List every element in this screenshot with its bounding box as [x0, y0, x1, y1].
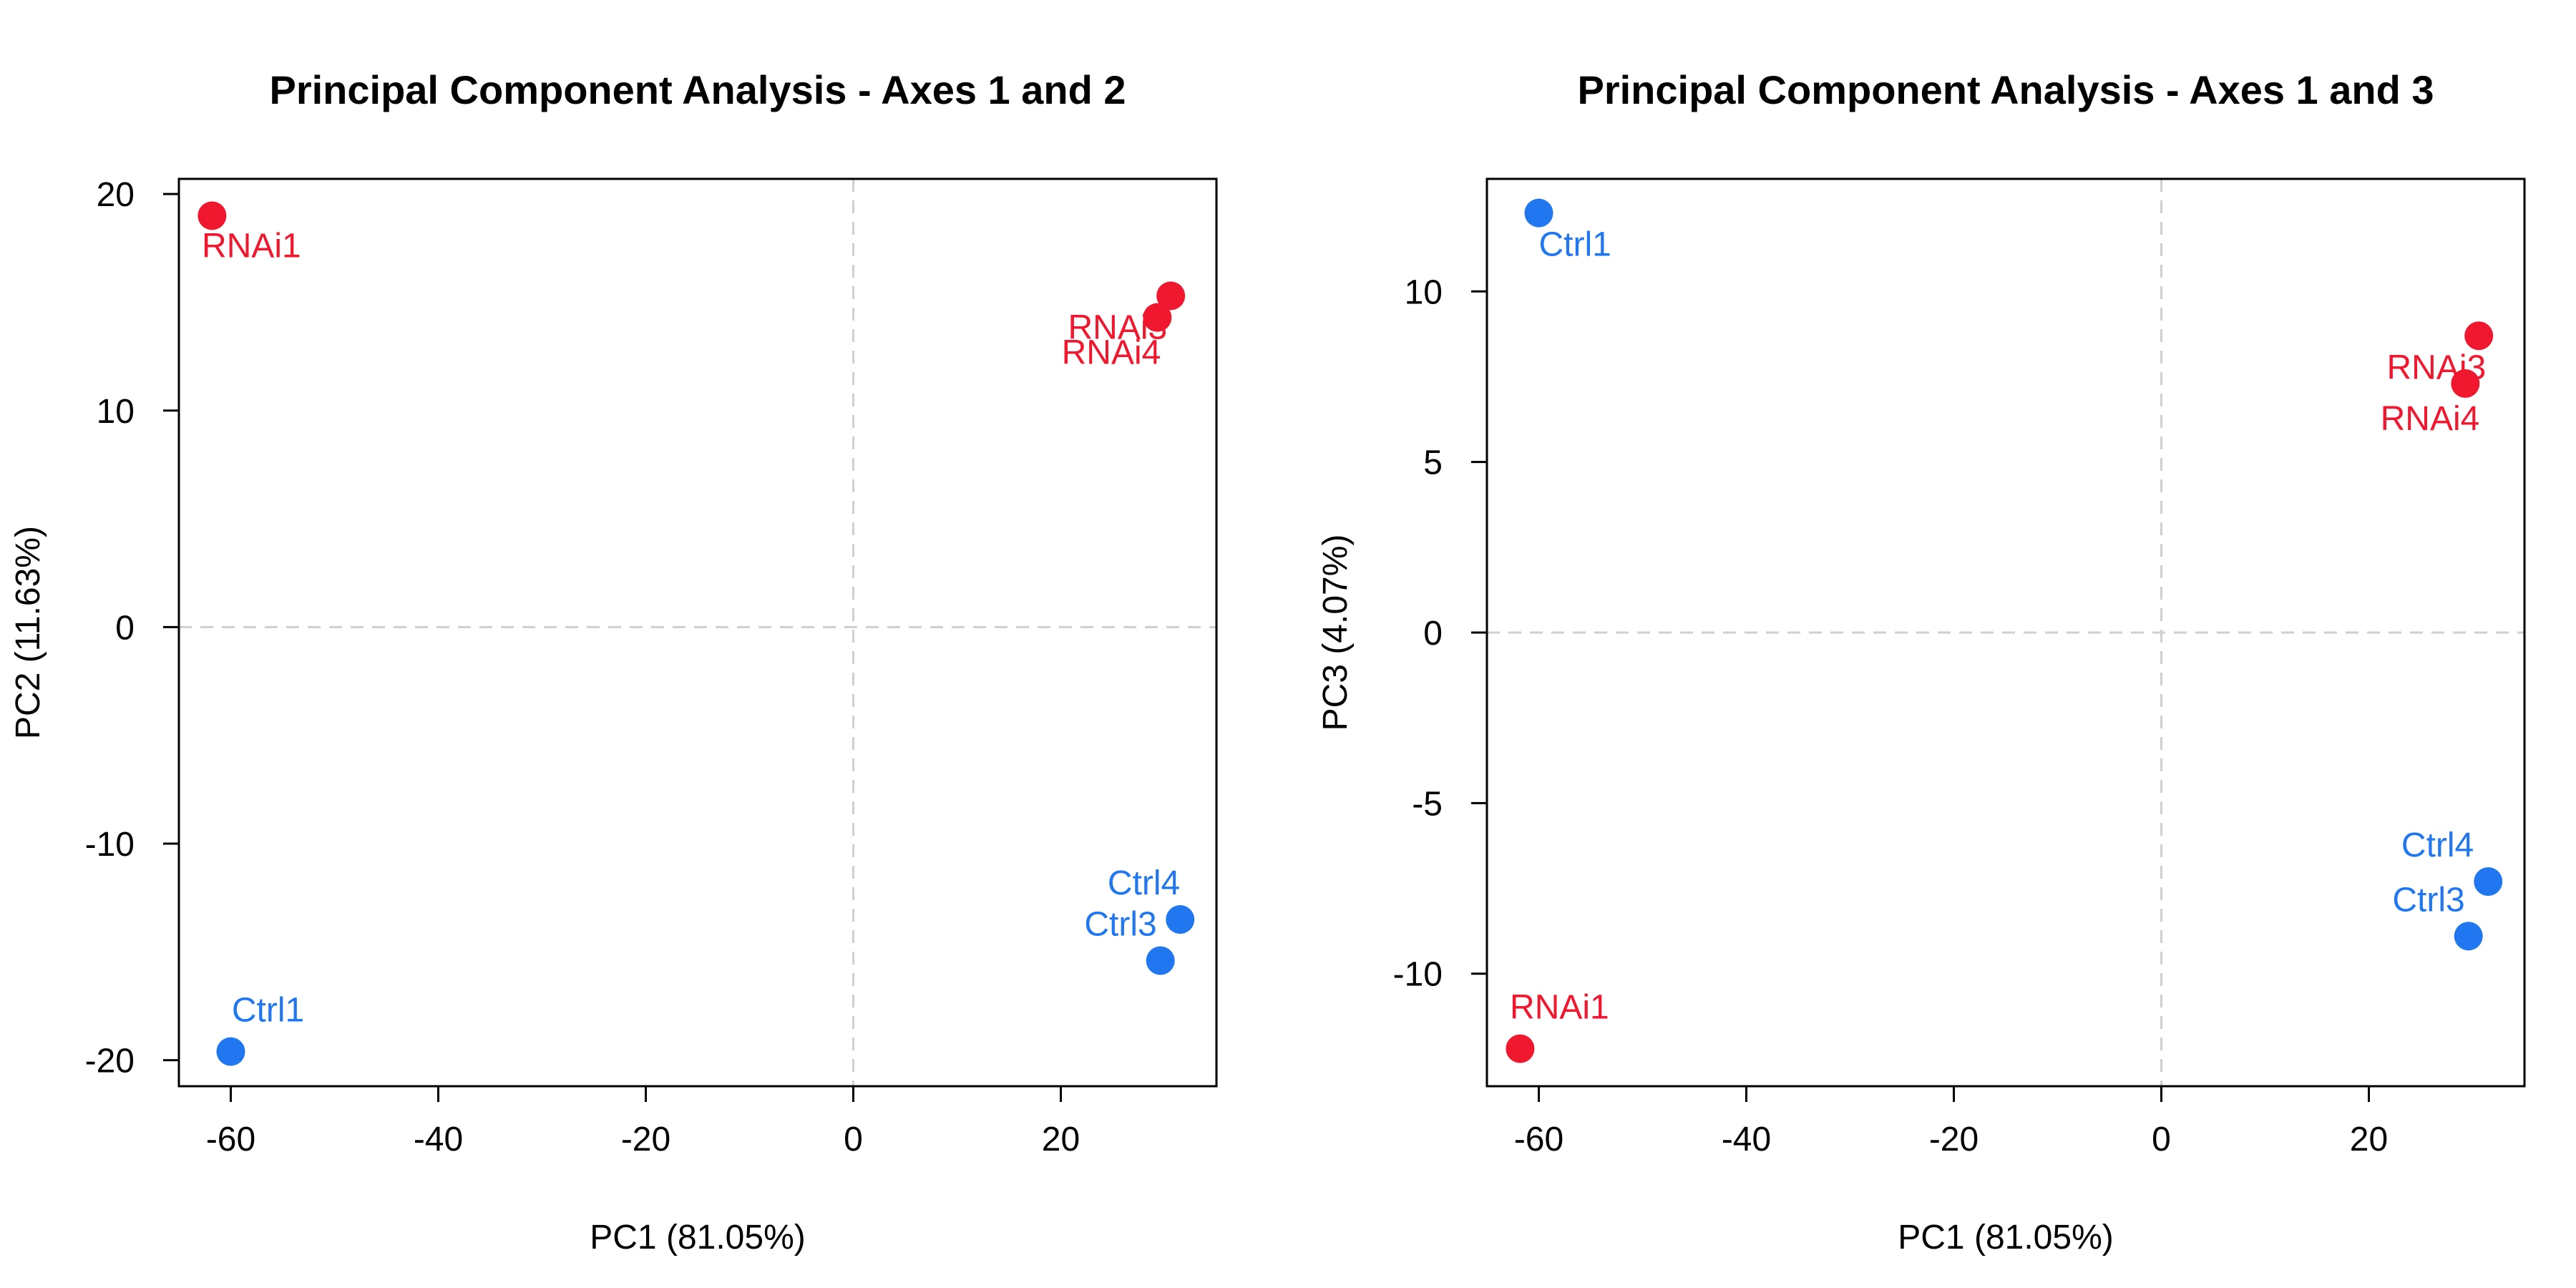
x-tick-label: -60: [206, 1121, 255, 1158]
y-tick-label: 10: [1405, 273, 1443, 311]
point-rnai1: [1506, 1034, 1535, 1063]
point-label-ctrl3: Ctrl3: [1084, 905, 1156, 943]
y-axis-label: PC2 (11.63%): [9, 526, 47, 739]
x-tick-label: 0: [844, 1121, 863, 1158]
point-ctrl3: [2454, 922, 2483, 951]
point-rnai4: [2451, 369, 2480, 399]
chart-title: Principal Component Analysis - Axes 1 an…: [1577, 67, 2434, 112]
x-tick-label: 20: [2350, 1121, 2388, 1158]
point-ctrl1: [1524, 198, 1553, 228]
point-rnai3: [2464, 321, 2494, 351]
y-tick-label: -10: [1393, 956, 1443, 994]
point-label-rnai1: RNAi1: [1510, 989, 1609, 1027]
plot-frame: [177, 177, 1218, 1088]
point-ctrl4: [1166, 904, 1195, 934]
point-ctrl4: [2474, 867, 2503, 896]
point-label-ctrl1: Ctrl1: [1539, 226, 1611, 264]
x-axis-label: PC1 (81.05%): [590, 1219, 805, 1257]
point-ctrl3: [1146, 946, 1175, 975]
y-tick-label: 0: [1423, 615, 1443, 653]
point-label-rnai1: RNAi1: [202, 227, 301, 265]
pca-panel-axes-1-3: Principal Component Analysis - Axes 1 an…: [1317, 67, 2526, 1257]
point-rnai1: [197, 201, 227, 230]
point-rnai3: [1156, 281, 1186, 311]
point-label-ctrl3: Ctrl3: [2392, 881, 2464, 919]
point-label-ctrl4: Ctrl4: [2401, 826, 2474, 864]
x-tick-label: 0: [2152, 1121, 2171, 1158]
y-tick-label: -20: [85, 1043, 135, 1080]
x-tick-label: -20: [621, 1121, 670, 1158]
y-tick-label: -5: [1412, 785, 1443, 823]
y-tick-label: 0: [115, 609, 135, 647]
point-label-ctrl1: Ctrl1: [232, 992, 304, 1030]
y-tick-label: -10: [85, 826, 135, 864]
y-tick-label: 10: [97, 393, 135, 431]
y-axis-label: PC3 (4.07%): [1317, 535, 1355, 731]
point-rnai4: [1143, 303, 1172, 332]
x-tick-label: -60: [1514, 1121, 1563, 1158]
pca-panel-axes-1-2: Principal Component Analysis - Axes 1 an…: [9, 67, 1218, 1257]
x-tick-label: -40: [414, 1121, 463, 1158]
point-label-rnai4: RNAi4: [1062, 334, 1161, 372]
x-axis-label: PC1 (81.05%): [1898, 1219, 2113, 1257]
point-label-ctrl4: Ctrl4: [1108, 864, 1180, 902]
point-ctrl1: [216, 1037, 245, 1066]
y-tick-label: 5: [1423, 444, 1443, 482]
x-tick-label: -40: [1722, 1121, 1771, 1158]
chart-title: Principal Component Analysis - Axes 1 an…: [269, 67, 1126, 112]
x-tick-label: 20: [1042, 1121, 1080, 1158]
y-tick-label: 20: [97, 176, 135, 214]
x-tick-label: -20: [1929, 1121, 1979, 1158]
point-label-rnai4: RNAi4: [2381, 400, 2480, 438]
